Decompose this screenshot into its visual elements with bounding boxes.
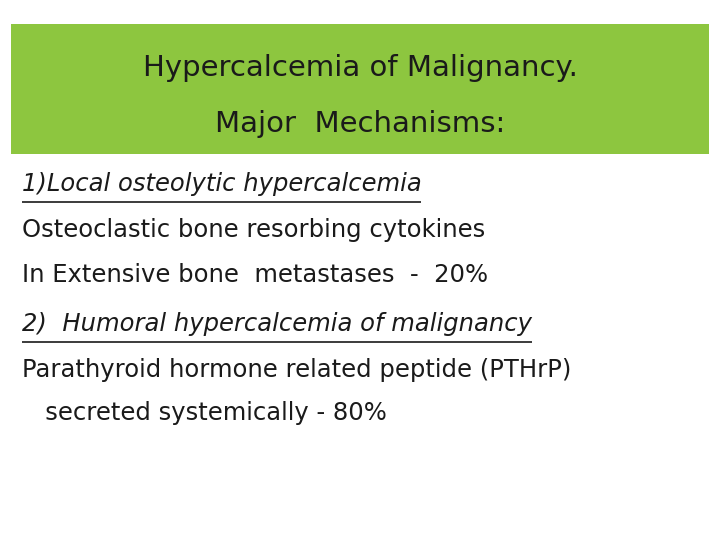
FancyBboxPatch shape [11, 24, 709, 154]
Text: Major  Mechanisms:: Major Mechanisms: [215, 110, 505, 138]
Text: Hypercalcemia of Malignancy.: Hypercalcemia of Malignancy. [143, 53, 577, 82]
Text: Osteoclastic bone resorbing cytokines: Osteoclastic bone resorbing cytokines [22, 218, 485, 241]
Text: 2)  Humoral hypercalcemia of malignancy: 2) Humoral hypercalcemia of malignancy [22, 312, 531, 336]
Text: In Extensive bone  metastases  -  20%: In Extensive bone metastases - 20% [22, 264, 487, 287]
Text: 1)Local osteolytic hypercalcemia: 1)Local osteolytic hypercalcemia [22, 172, 421, 195]
Text: secreted systemically - 80%: secreted systemically - 80% [22, 401, 387, 425]
Text: Parathyroid hormone related peptide (PTHrP): Parathyroid hormone related peptide (PTH… [22, 358, 571, 382]
